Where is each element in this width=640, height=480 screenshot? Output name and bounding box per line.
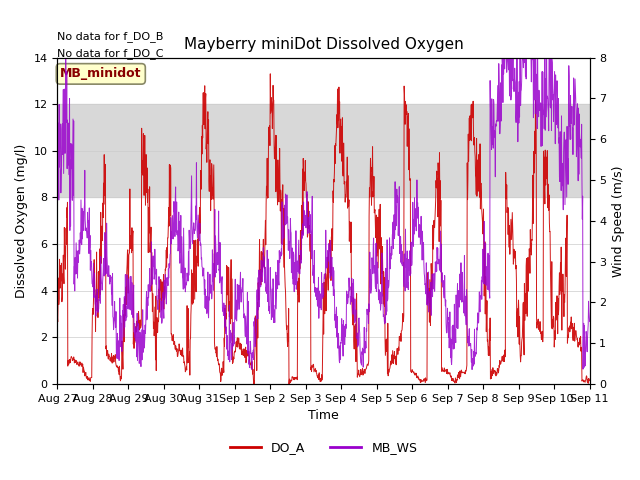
Text: No data for f_DO_C: No data for f_DO_C bbox=[58, 48, 164, 59]
Legend: DO_A, MB_WS: DO_A, MB_WS bbox=[225, 436, 422, 459]
Text: No data for f_DO_B: No data for f_DO_B bbox=[58, 32, 164, 42]
Y-axis label: Dissolved Oxygen (mg/l): Dissolved Oxygen (mg/l) bbox=[15, 144, 28, 298]
Text: MB_minidot: MB_minidot bbox=[60, 67, 141, 80]
Bar bbox=[58, 104, 589, 197]
Title: Mayberry miniDot Dissolved Oxygen: Mayberry miniDot Dissolved Oxygen bbox=[184, 37, 463, 52]
Y-axis label: Wind Speed (m/s): Wind Speed (m/s) bbox=[612, 165, 625, 276]
X-axis label: Time: Time bbox=[308, 409, 339, 422]
